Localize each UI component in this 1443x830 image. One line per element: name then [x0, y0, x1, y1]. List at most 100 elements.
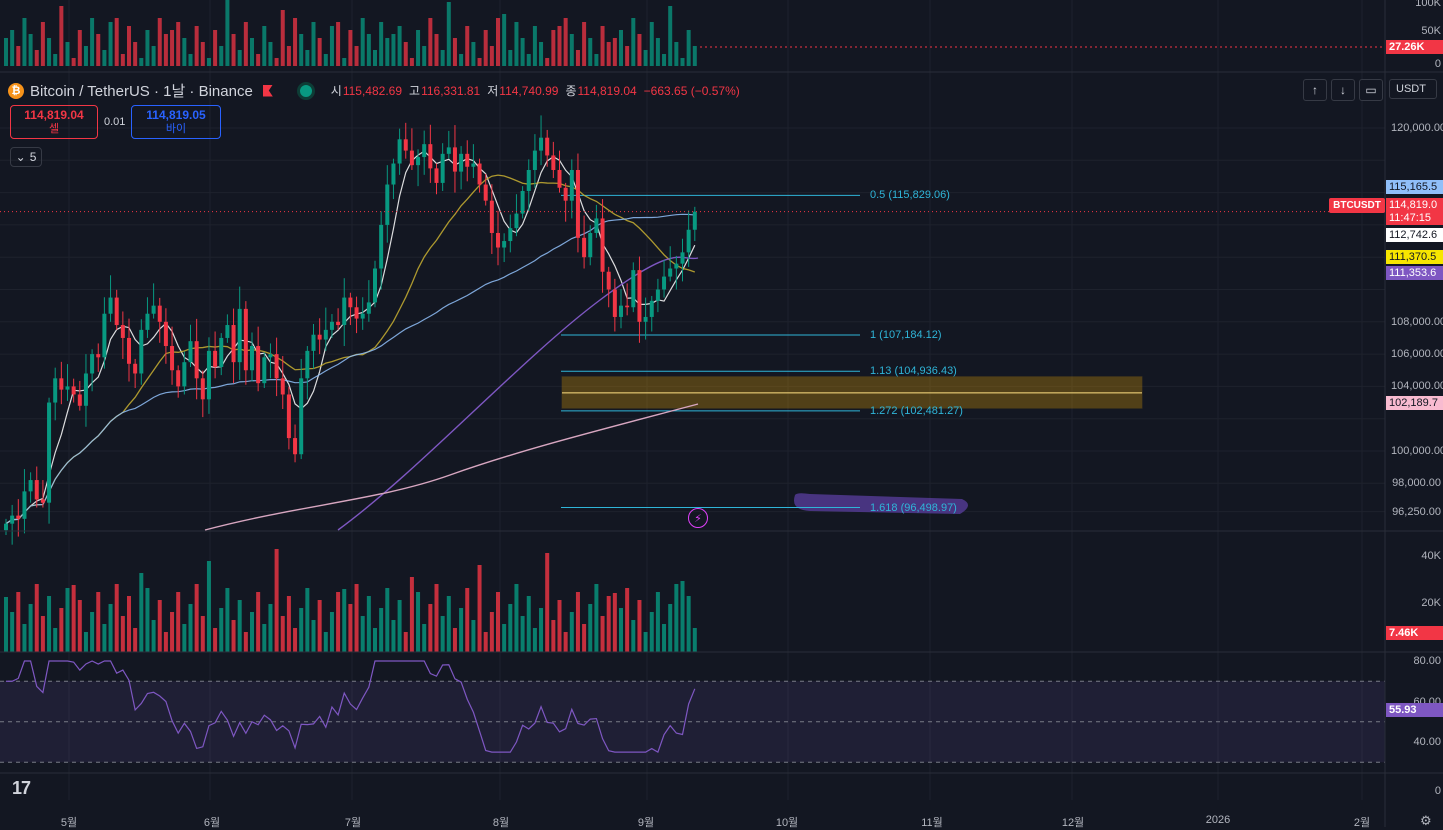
fib-label: 0.5 (115,829.06): [870, 189, 950, 202]
candle-body: [213, 350, 218, 368]
volume-bar: [662, 624, 667, 652]
top-volume-bar: [237, 50, 242, 66]
rsi-axis-label: 80.00: [1413, 655, 1441, 667]
lightning-icon[interactable]: ⚡: [688, 508, 708, 528]
top-volume-bar: [231, 34, 236, 66]
volume-bar: [575, 592, 580, 652]
scroll-up-button[interactable]: ↑: [1303, 79, 1327, 101]
volume-bar: [114, 584, 119, 652]
top-volume-bar: [299, 34, 304, 66]
candle-body: [471, 163, 476, 167]
top-volume-bar: [274, 58, 279, 66]
indicators-toggle[interactable]: ⌄ 5: [10, 147, 42, 167]
candle-body: [520, 190, 525, 214]
candle-body: [83, 373, 88, 406]
candle-body: [465, 153, 470, 167]
volume-bar: [139, 573, 144, 652]
top-volume-bar: [28, 34, 33, 66]
volume-bar: [71, 585, 76, 652]
volume-bar: [680, 581, 685, 652]
candle-body: [416, 157, 421, 166]
tradingview-logo[interactable]: 17: [12, 778, 31, 798]
price-tag: 102,189.7: [1386, 396, 1443, 410]
top-volume-bars: [4, 0, 1385, 66]
top-volume-bar: [680, 58, 685, 66]
top-volume-bar: [114, 18, 119, 66]
volume-bar: [311, 620, 316, 652]
candle-body: [262, 357, 267, 384]
volume-bar: [569, 612, 574, 652]
scroll-down-button[interactable]: ↓: [1331, 79, 1355, 101]
candle-body: [22, 491, 27, 519]
top-volume-bar: [625, 46, 630, 66]
volume-bar: [674, 584, 679, 652]
volume-bar: [514, 584, 519, 652]
volume-bar: [619, 608, 623, 652]
candle-body: [373, 268, 377, 303]
price-tag: 111,370.5: [1386, 250, 1443, 264]
volume-bar: [323, 632, 328, 652]
candle-body: [182, 362, 187, 387]
volume-bar: [582, 624, 587, 652]
buy-button[interactable]: 114,819.05 바이: [131, 105, 221, 139]
top-volume-bar: [329, 26, 334, 66]
volume-bar: [268, 604, 273, 652]
price-axis-label: 106,000.00: [1391, 348, 1443, 361]
volume-bar: [28, 604, 33, 652]
moving-average-line: [5, 213, 695, 525]
volume-bar: [471, 620, 476, 652]
top-volume-bar: [637, 34, 642, 66]
candle-body: [600, 218, 605, 272]
candle-body: [127, 337, 131, 364]
candle-body: [157, 305, 162, 322]
candle-body: [10, 515, 15, 524]
candle-body: [366, 302, 371, 314]
volume-bar: [373, 628, 377, 652]
top-volume-bar: [373, 50, 377, 66]
volume-bar: [176, 592, 181, 652]
top-volume-bar: [256, 54, 261, 66]
currency-select[interactable]: USDT: [1389, 79, 1437, 99]
time-axis-label: 5월: [60, 817, 78, 829]
candle-body: [680, 252, 685, 264]
candle-body: [692, 211, 697, 230]
price-tag: 111,353.6: [1386, 266, 1443, 280]
top-volume-bar: [612, 38, 617, 66]
top-volume-bar: [508, 50, 513, 66]
symbol-header[interactable]: ₿ Bitcoin / TetherUS · 1날 · Binance 시115…: [8, 80, 747, 101]
volume-tag: 7.46K: [1386, 626, 1443, 640]
moving-average-line: [5, 150, 696, 525]
sell-button[interactable]: 114,819.04 셀: [10, 105, 98, 139]
candle-body: [588, 232, 593, 258]
top-volume-bar: [65, 42, 70, 66]
top-volume-bar: [194, 26, 199, 66]
volume-bar: [299, 608, 304, 652]
volume-bar: [133, 628, 138, 652]
candle-body: [77, 394, 82, 406]
flag-icon[interactable]: [262, 84, 273, 97]
price-tag: 112,742.6: [1386, 228, 1443, 242]
volume-bar: [4, 597, 8, 652]
volume-bar: [194, 584, 199, 652]
volume-bar: [532, 628, 537, 652]
volume-bar: [391, 620, 396, 652]
candle-body: [612, 289, 617, 317]
candle-body: [569, 169, 574, 201]
volume-bar: [428, 604, 433, 652]
candle-body: [514, 213, 519, 229]
maximize-button[interactable]: ▭: [1359, 79, 1383, 101]
candle-body: [477, 163, 482, 185]
volume-bar: [274, 549, 279, 652]
ohlc-value: 115,482.69: [342, 84, 403, 98]
rsi-axis-label: 40.00: [1413, 736, 1441, 748]
top-volume-bar: [250, 38, 254, 66]
top-volume-bar: [557, 26, 562, 66]
volume-bars: [4, 549, 697, 652]
top-volume-tag: 27.26K: [1386, 40, 1443, 54]
candle-body: [145, 313, 150, 330]
candle-body: [649, 300, 654, 317]
gear-icon[interactable]: ⚙: [1420, 813, 1432, 828]
market-status-icon[interactable]: [296, 81, 315, 100]
moving-average-line: [5, 174, 696, 525]
